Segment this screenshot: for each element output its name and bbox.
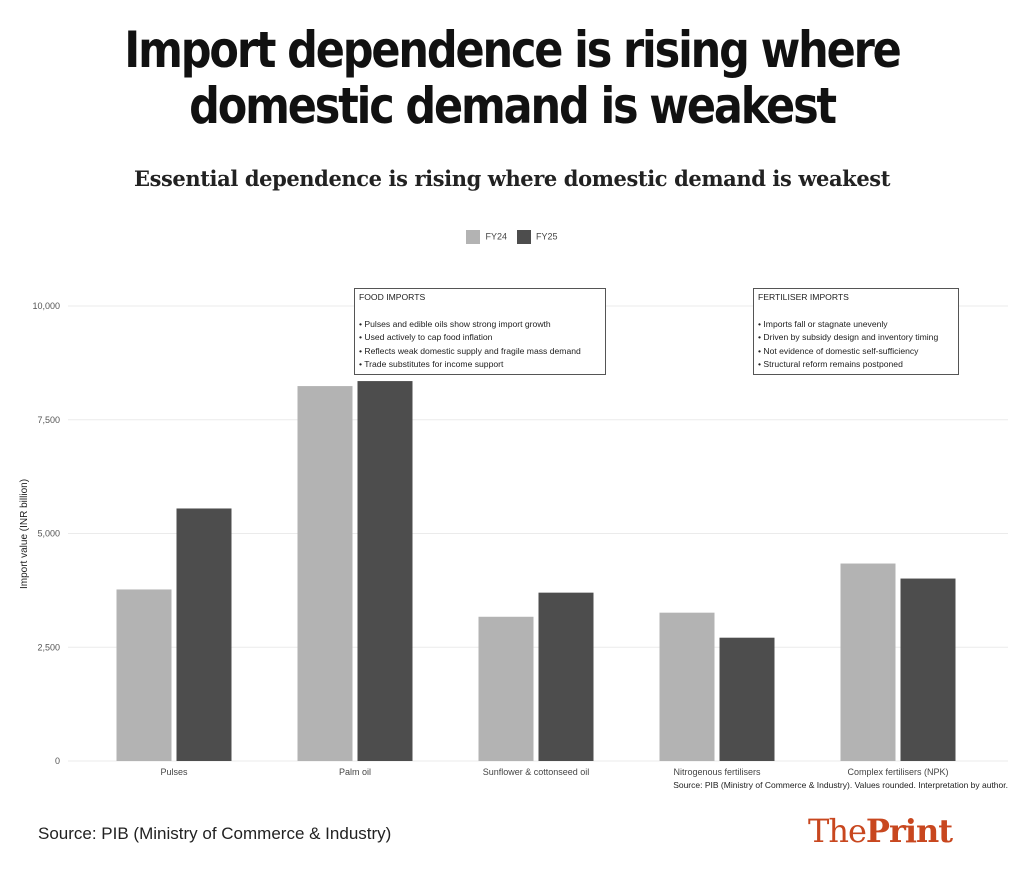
annotation-bullet: • Trade substitutes for income support xyxy=(359,359,504,369)
x-tick-label: Pulses xyxy=(160,767,188,777)
annotation-bullet: • Pulses and edible oils show strong imp… xyxy=(359,318,551,329)
bar-fy25 xyxy=(719,637,775,761)
bar-fy25 xyxy=(900,578,956,761)
bar-fy25 xyxy=(176,508,232,761)
legend-item-fy25: FY25 xyxy=(517,230,558,244)
bar-fy24 xyxy=(478,616,534,761)
legend-item-fy24: FY24 xyxy=(466,230,507,244)
y-tick-label: 10,000 xyxy=(32,301,60,311)
theprint-logo: ThePrint xyxy=(808,812,953,850)
footer-source: Source: PIB (Ministry of Commerce & Indu… xyxy=(38,824,392,843)
bar-fy25 xyxy=(357,381,413,761)
annotation-bullet: • Imports fall or stagnate unevenly xyxy=(758,318,888,329)
legend-swatch-fy25 xyxy=(517,230,531,244)
annotation-heading: FOOD IMPORTS xyxy=(359,292,426,302)
chart-source-note: Source: PIB (Ministry of Commerce & Indu… xyxy=(673,780,1008,790)
bar-fy24 xyxy=(116,589,172,761)
annotation-bullet: • Reflects weak domestic supply and frag… xyxy=(359,345,581,356)
x-tick-label: Complex fertilisers (NPK) xyxy=(847,767,948,777)
x-tick-label: Palm oil xyxy=(339,767,371,777)
y-axis-label: Import value (INR billion) xyxy=(19,479,30,589)
legend-swatch-fy24 xyxy=(466,230,481,244)
y-tick-label: 5,000 xyxy=(37,529,60,539)
bar-fy25 xyxy=(538,592,594,761)
annotation-heading: FERTILISER IMPORTS xyxy=(758,292,849,302)
bar-fy24 xyxy=(840,563,896,761)
annotation-bullet: • Used actively to cap food inflation xyxy=(359,332,493,342)
annotation-bullet: • Structural reform remains postponed xyxy=(758,359,903,369)
chart-subtitle: Essential dependence is rising where dom… xyxy=(133,166,891,191)
bar-fy24 xyxy=(297,386,353,761)
x-tick-label: Nitrogenous fertilisers xyxy=(673,767,761,777)
page-title: Import dependence is rising where domest… xyxy=(124,21,902,135)
x-tick-label: Sunflower & cottonseed oil xyxy=(483,767,590,777)
bar-fy24 xyxy=(659,612,715,761)
y-tick-label: 7,500 xyxy=(37,415,60,425)
legend: FY24 FY25 xyxy=(0,230,1024,244)
y-tick-label: 2,500 xyxy=(37,642,60,652)
fertiliser-imports-annotation: FERTILISER IMPORTS • Imports fall or sta… xyxy=(753,288,959,375)
food-imports-annotation: FOOD IMPORTS • Pulses and edible oils sh… xyxy=(354,288,606,375)
annotation-bullet: • Not evidence of domestic self-sufficie… xyxy=(758,345,919,356)
annotation-bullet: • Driven by subsidy design and inventory… xyxy=(758,332,939,342)
y-tick-label: 0 xyxy=(55,756,60,766)
